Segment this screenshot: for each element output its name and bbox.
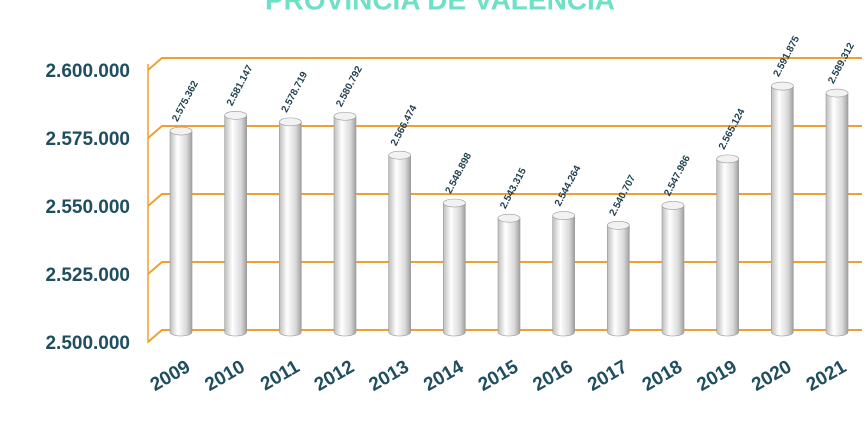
grid-line	[147, 125, 862, 139]
bar-part	[169, 126, 193, 136]
grid-line	[147, 57, 862, 71]
value-label: 2.591.875	[772, 34, 803, 79]
x-tick-label: 2021	[803, 356, 850, 396]
bar-part	[333, 115, 357, 337]
bar-part	[443, 198, 466, 208]
value-label: 2.547.986	[662, 153, 693, 198]
bar-part	[279, 117, 302, 127]
bar-part	[388, 150, 411, 160]
value-label: 2.544.264	[553, 163, 584, 208]
axis-line	[147, 64, 163, 344]
x-tick-label: 2010	[202, 356, 249, 395]
bar-part	[497, 213, 521, 223]
y-tick-label: 2.550.000	[45, 197, 130, 218]
y-tick-label: 2.600.000	[45, 61, 130, 82]
y-tick-label: 2.500.000	[45, 333, 130, 354]
x-tick-label: 2014	[420, 356, 467, 396]
bar-part	[825, 92, 849, 337]
value-label: 2.580.792	[334, 64, 365, 109]
bar-part	[443, 202, 466, 337]
bar-part	[224, 114, 247, 337]
bar-part	[771, 81, 794, 91]
bar	[661, 201, 685, 337]
chart-title: PROVINCIA DE VALENCIA	[265, 0, 615, 15]
value-label: 2.581.147	[225, 63, 256, 108]
bar-part	[771, 85, 794, 337]
bar	[279, 117, 302, 337]
bar-part	[169, 130, 193, 337]
bar	[771, 81, 794, 337]
bar-part	[825, 88, 849, 98]
bar-part	[661, 205, 685, 337]
x-tick-label: 2018	[639, 356, 686, 395]
value-label: 2.578.719	[280, 70, 311, 115]
bar-part	[607, 224, 630, 337]
value-label: 2.543.315	[498, 166, 529, 211]
bar	[716, 154, 739, 337]
x-tick-label: 2012	[311, 356, 358, 395]
x-tick-label: 2016	[530, 356, 577, 395]
x-tick-label: 2009	[147, 356, 194, 395]
value-label: 2.565.124	[717, 107, 748, 152]
grid-line	[147, 193, 862, 207]
x-tick-label: 2011	[257, 356, 304, 395]
bar-part	[333, 111, 357, 121]
y-tick-label: 2.525.000	[45, 265, 130, 286]
bar-part	[607, 220, 630, 230]
bar-part	[552, 211, 575, 220]
bar	[607, 220, 630, 337]
bar-part	[279, 121, 302, 337]
value-label: 2.540.707	[608, 173, 639, 218]
bar-part	[716, 158, 739, 337]
y-tick-label: 2.575.000	[45, 129, 130, 150]
bar	[825, 88, 849, 337]
bar	[497, 213, 521, 337]
value-label: 2.548.898	[444, 151, 475, 196]
bar	[333, 111, 357, 337]
x-tick-label: 2020	[748, 356, 795, 395]
x-tick-label: 2019	[694, 356, 741, 395]
x-tick-label: 2013	[366, 356, 413, 395]
bar-part	[388, 154, 411, 337]
bar	[169, 126, 193, 337]
bar-part	[224, 110, 247, 120]
x-tick-label: 2015	[475, 356, 522, 396]
value-label: 2.575.362	[170, 79, 201, 124]
value-label: 2.589.312	[826, 41, 857, 86]
bar-part	[716, 154, 739, 164]
bar-part	[497, 217, 521, 337]
bar	[224, 110, 247, 337]
bar	[443, 198, 466, 337]
bar	[552, 211, 575, 337]
bar-part	[661, 201, 685, 210]
bar	[388, 150, 411, 337]
bar-part	[552, 215, 575, 337]
x-tick-label: 2017	[584, 356, 631, 395]
